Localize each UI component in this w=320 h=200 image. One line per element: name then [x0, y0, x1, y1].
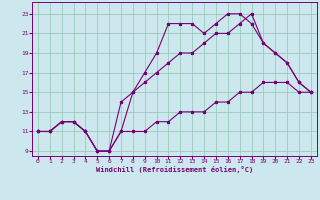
X-axis label: Windchill (Refroidissement éolien,°C): Windchill (Refroidissement éolien,°C) [96, 166, 253, 173]
